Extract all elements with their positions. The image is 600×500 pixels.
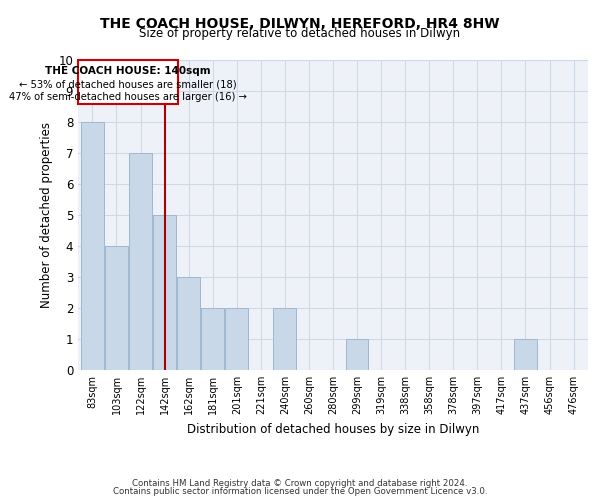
Text: ← 53% of detached houses are smaller (18): ← 53% of detached houses are smaller (18… bbox=[19, 80, 237, 90]
Text: Contains HM Land Registry data © Crown copyright and database right 2024.: Contains HM Land Registry data © Crown c… bbox=[132, 478, 468, 488]
Text: THE COACH HOUSE, DILWYN, HEREFORD, HR4 8HW: THE COACH HOUSE, DILWYN, HEREFORD, HR4 8… bbox=[100, 18, 500, 32]
Bar bbox=[177, 277, 200, 370]
Bar bbox=[153, 215, 176, 370]
Bar bbox=[201, 308, 224, 370]
Bar bbox=[346, 339, 368, 370]
X-axis label: Distribution of detached houses by size in Dilwyn: Distribution of detached houses by size … bbox=[187, 422, 479, 436]
FancyBboxPatch shape bbox=[78, 60, 178, 104]
Text: 47% of semi-detached houses are larger (16) →: 47% of semi-detached houses are larger (… bbox=[9, 92, 247, 102]
Bar bbox=[129, 153, 152, 370]
Bar bbox=[81, 122, 104, 370]
Text: Size of property relative to detached houses in Dilwyn: Size of property relative to detached ho… bbox=[139, 28, 461, 40]
Bar bbox=[274, 308, 296, 370]
Y-axis label: Number of detached properties: Number of detached properties bbox=[40, 122, 53, 308]
Bar bbox=[226, 308, 248, 370]
Bar bbox=[105, 246, 128, 370]
Text: Contains public sector information licensed under the Open Government Licence v3: Contains public sector information licen… bbox=[113, 487, 487, 496]
Text: THE COACH HOUSE: 140sqm: THE COACH HOUSE: 140sqm bbox=[45, 66, 211, 76]
Bar bbox=[514, 339, 537, 370]
